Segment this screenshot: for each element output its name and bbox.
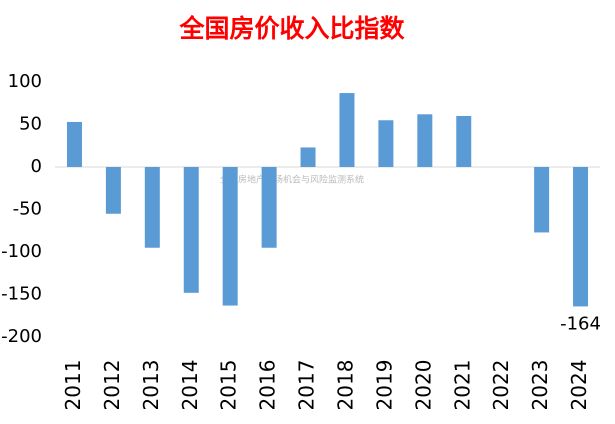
chart-title: 全国房价收入比指数 [178, 14, 405, 43]
bar [378, 120, 394, 167]
x-tick-label: 2021 [450, 360, 474, 411]
x-tick-label: 2014 [178, 360, 202, 411]
x-tick-label: 2017 [295, 360, 319, 411]
y-tick-label: -50 [13, 199, 42, 220]
y-tick-label: -100 [1, 241, 42, 262]
y-tick-label: -150 [1, 284, 42, 305]
bar [105, 167, 121, 214]
x-tick-label: 2022 [489, 360, 513, 411]
data-label: -164 [560, 313, 601, 334]
bar [456, 116, 472, 167]
bar [66, 121, 82, 167]
watermark: 全国房地产市场机会与风险监测系统 [220, 174, 364, 186]
bar [261, 167, 277, 248]
bar [222, 167, 238, 306]
bar [417, 114, 433, 167]
x-tick-label: 2013 [139, 360, 163, 411]
x-tick-label: 2011 [61, 360, 85, 411]
x-tick-label: 2019 [372, 360, 396, 411]
bar [573, 167, 589, 307]
x-tick-label: 2018 [333, 360, 357, 411]
y-tick-label: -200 [1, 326, 42, 347]
bar [534, 167, 550, 233]
x-tick-label: 2023 [528, 360, 552, 411]
bar [144, 167, 160, 248]
bar [300, 147, 316, 167]
x-tick-label: 2024 [567, 360, 591, 411]
y-tick-label: 100 [8, 71, 42, 92]
bar [339, 93, 355, 167]
bar [183, 167, 199, 293]
x-tick-label: 2020 [411, 360, 435, 411]
y-tick-label: 50 [19, 114, 42, 135]
x-tick-label: 2016 [256, 360, 280, 411]
x-tick-label: 2012 [100, 360, 124, 411]
y-tick-label: 0 [31, 156, 42, 177]
x-tick-label: 2015 [217, 360, 241, 411]
